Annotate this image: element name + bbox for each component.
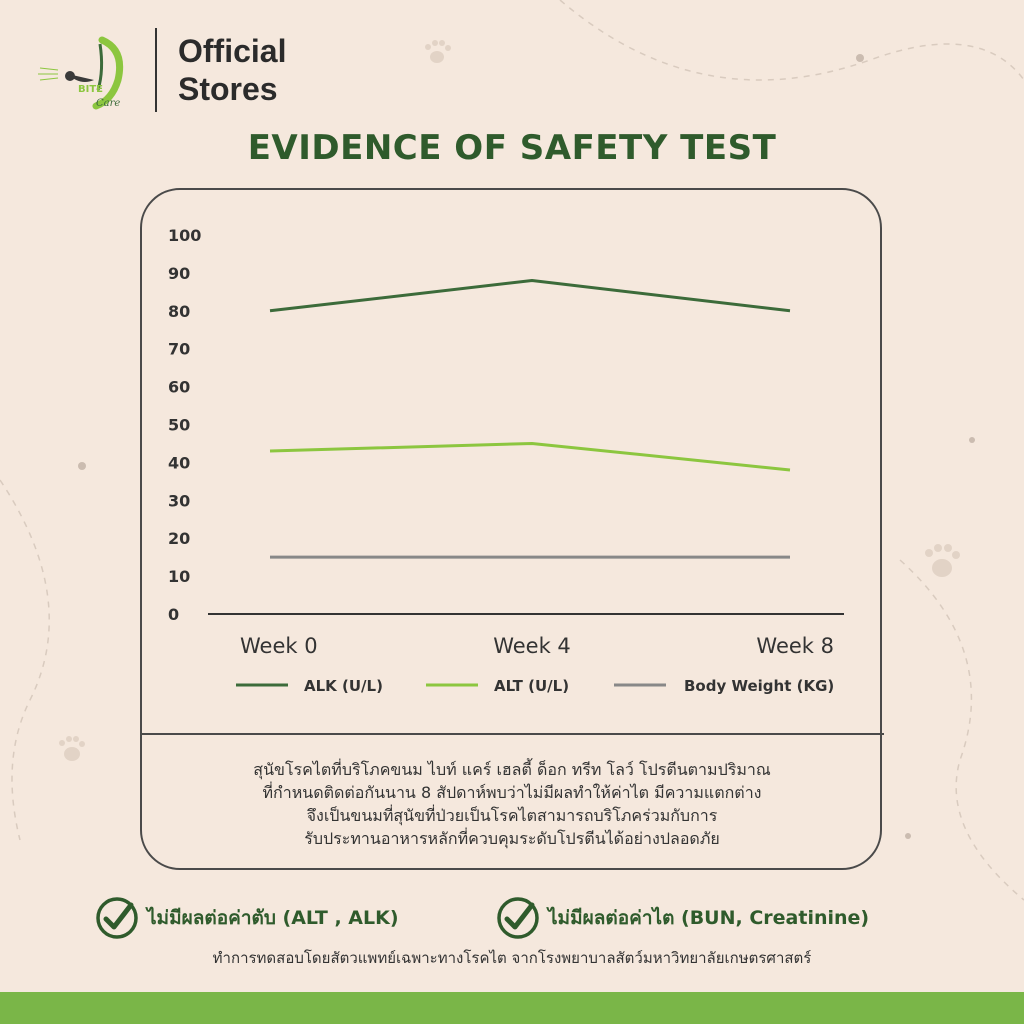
paw-icon: [425, 40, 451, 63]
description-line: รับประทานอาหารหลักที่ควบคุมระดับโปรตีนได…: [304, 829, 720, 848]
x-tick-label: Week 4: [493, 634, 571, 658]
y-tick-label: 90: [168, 264, 190, 283]
claim-kidney: ไม่มีผลต่อค่าไต (BUN, Creatinine): [496, 896, 869, 940]
brand-logo: [38, 36, 124, 110]
y-tick-label: 100: [168, 226, 201, 245]
x-tick-label: Week 0: [240, 634, 318, 658]
description: สุนัขโรคไตที่บริโภคขนม ไบท์ แคร์ เฮลตี้ …: [140, 758, 884, 850]
card-divider: [140, 733, 884, 735]
y-tick-label: 30: [168, 491, 190, 510]
claim-kidney-text: ไม่มีผลต่อค่าไต (BUN, Creatinine): [548, 907, 870, 929]
legend-label: Body Weight (KG): [684, 677, 834, 695]
footnote: ทำการทดสอบโดยสัตวแพทย์เฉพาะทางโรคไต จากโ…: [212, 949, 812, 967]
y-tick-label: 50: [168, 416, 190, 435]
store-title-line1: Official: [178, 33, 287, 69]
y-tick-label: 0: [168, 605, 179, 624]
check-circle-icon: [497, 897, 539, 939]
bottom-bar: [0, 992, 1024, 1024]
line-chart: 0 10 20 30 40 50 60 70 80 90 100 Week 0 Week 4 Week 8…: [168, 226, 844, 695]
description-line: ที่กำหนดติดต่อกันนาน 8 สัปดาห์พบว่าไม่มี…: [262, 783, 762, 802]
legend-label: ALT (U/L): [494, 677, 569, 695]
paw-icon: [59, 736, 85, 761]
chart-card: [140, 188, 882, 870]
y-tick-label: 20: [168, 529, 190, 548]
claim-liver-text: ไม่มีผลต่อค่าตับ (ALT , ALK): [147, 907, 399, 929]
y-tick-label: 80: [168, 302, 190, 321]
check-circle-icon: [96, 897, 138, 939]
description-line: จึงเป็นขนมที่สุนัขที่ป่วยเป็นโรคไตสามารถ…: [306, 806, 718, 825]
store-title-line2: Stores: [178, 71, 278, 107]
y-tick-label: 60: [168, 378, 190, 397]
paw-icon: [925, 544, 960, 577]
page-title: EVIDENCE OF SAFETY TEST: [247, 128, 777, 168]
legend-label: ALK (U/L): [304, 677, 383, 695]
series-line: [269, 278, 791, 313]
series-line: [269, 441, 791, 472]
claim-liver: ไม่มีผลต่อค่าตับ (ALT , ALK): [95, 896, 399, 940]
x-tick-label: Week 8: [756, 634, 834, 658]
y-tick-label: 10: [168, 567, 190, 586]
y-tick-label: 70: [168, 340, 190, 359]
description-line: สุนัขโรคไตที่บริโภคขนม ไบท์ แคร์ เฮลตี้ …: [253, 760, 771, 779]
y-tick-label: 40: [168, 453, 190, 472]
logo-subtext: Care: [96, 98, 121, 109]
store-title: Official Stores: [178, 32, 286, 108]
header-divider: [155, 28, 157, 112]
logo-text: BITE: [78, 84, 103, 95]
